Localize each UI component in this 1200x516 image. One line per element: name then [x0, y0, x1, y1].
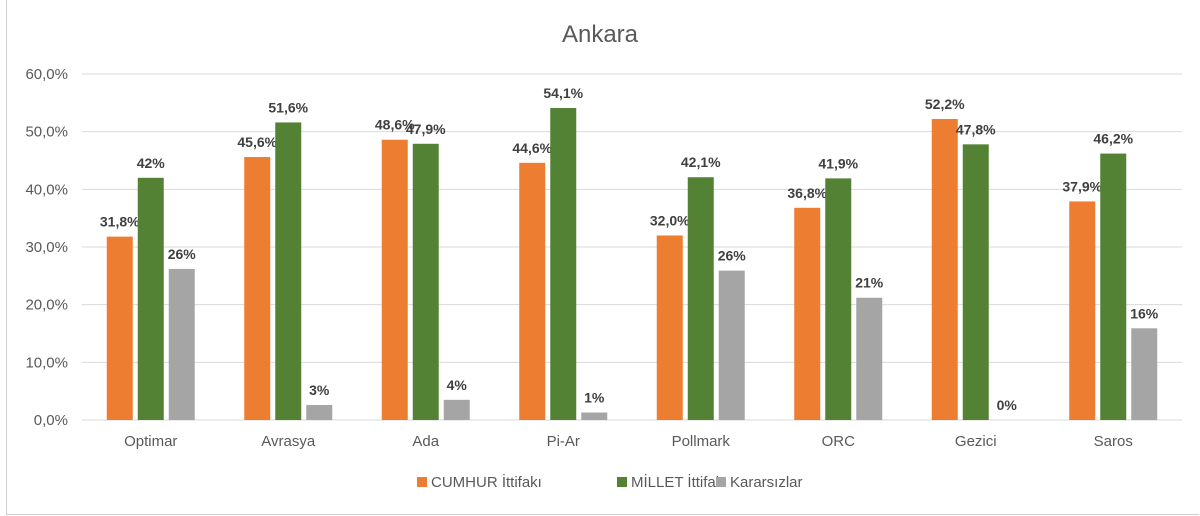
legend-swatch	[617, 477, 627, 487]
legend-swatch	[417, 477, 427, 487]
data-label: 16%	[1130, 305, 1159, 321]
x-tick-label: Gezici	[955, 433, 997, 450]
bar	[168, 268, 195, 420]
bar	[244, 157, 271, 421]
data-label: 3%	[309, 382, 330, 398]
data-label: 41,9%	[818, 155, 858, 171]
data-label: 42,1%	[681, 154, 721, 170]
bar	[825, 178, 852, 420]
data-label: 45,6%	[237, 134, 277, 150]
data-label: 37,9%	[1062, 178, 1102, 194]
bar	[656, 235, 683, 420]
y-tick-label: 0,0%	[34, 412, 68, 429]
data-label: 31,8%	[100, 214, 140, 230]
y-tick-label: 50,0%	[25, 124, 68, 141]
data-label: 46,2%	[1093, 131, 1133, 147]
bar	[106, 236, 133, 420]
legend-label: MİLLET İttifakı	[631, 473, 727, 491]
x-tick-label: ORC	[822, 433, 856, 450]
data-label: 51,6%	[268, 99, 308, 115]
x-tick-label: Pollmark	[672, 433, 731, 450]
y-tick-label: 60,0%	[25, 66, 68, 83]
data-label: 0%	[997, 397, 1018, 413]
bar	[794, 207, 821, 420]
data-label: 36,8%	[787, 185, 827, 201]
x-tick-label: Saros	[1094, 433, 1133, 450]
chart-frame	[6, 0, 1199, 515]
data-label: 32,0%	[650, 212, 690, 228]
bar	[962, 144, 989, 420]
data-label: 54,1%	[543, 85, 583, 101]
x-tick-label: Ada	[412, 433, 439, 450]
bar	[381, 139, 408, 421]
data-label: 4%	[447, 377, 468, 393]
bar	[137, 177, 164, 420]
bar	[687, 177, 714, 420]
data-label: 48,6%	[375, 117, 415, 133]
legend-label: CUMHUR İttifakı	[431, 473, 542, 491]
bar	[550, 108, 577, 421]
y-tick-label: 10,0%	[25, 354, 68, 371]
y-tick-label: 40,0%	[25, 181, 68, 198]
bar	[519, 162, 546, 420]
bar	[856, 297, 883, 420]
data-label: 1%	[584, 390, 605, 406]
data-label: 21%	[855, 275, 884, 291]
data-label: 44,6%	[512, 140, 552, 156]
bar	[1100, 153, 1127, 420]
legend-label: Kararsızlar	[730, 474, 803, 491]
y-tick-label: 20,0%	[25, 297, 68, 314]
bar	[1131, 328, 1158, 420]
data-label: 42%	[137, 155, 166, 171]
data-label: 52,2%	[925, 96, 965, 112]
data-label: 47,9%	[406, 121, 446, 137]
bar	[1069, 201, 1096, 420]
y-tick-label: 30,0%	[25, 239, 68, 256]
bar	[275, 122, 302, 420]
x-tick-label: Optimar	[124, 433, 177, 450]
bar	[931, 118, 958, 420]
data-label: 47,8%	[956, 121, 996, 137]
x-tick-label: Pi-Ar	[547, 433, 580, 450]
legend-swatch	[716, 477, 726, 487]
bar	[306, 405, 333, 420]
bar	[443, 399, 470, 420]
x-tick-label: Avrasya	[261, 433, 316, 450]
bar	[718, 270, 745, 420]
bar	[412, 143, 439, 420]
data-label: 26%	[168, 246, 197, 262]
chart-title: Ankara	[562, 21, 639, 48]
bar	[581, 412, 608, 420]
data-label: 26%	[718, 248, 747, 264]
